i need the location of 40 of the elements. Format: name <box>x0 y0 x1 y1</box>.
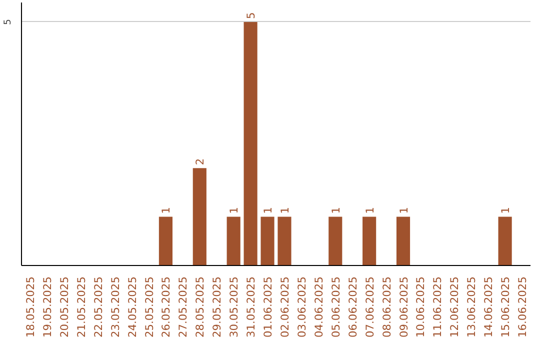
x-tick-label: 04.06.2025 <box>312 276 326 338</box>
x-tick-label: 31.05.2025 <box>244 276 258 338</box>
x-tick-label: 05.06.2025 <box>329 276 342 338</box>
data-label: 2 <box>194 158 207 166</box>
x-tick-label: 03.06.2025 <box>295 276 308 338</box>
x-tick-label: 29.05.2025 <box>210 276 224 338</box>
data-label: 5 <box>244 12 258 19</box>
x-tick-label: 01.06.2025 <box>262 276 275 338</box>
data-label: 1 <box>278 207 292 214</box>
x-tick-label: 24.05.2025 <box>126 276 139 338</box>
data-label: 1 <box>499 207 512 214</box>
x-tick-label: 19.05.2025 <box>40 276 54 338</box>
x-tick-label: 13.06.2025 <box>465 276 478 338</box>
x-tick-label: 27.05.2025 <box>176 276 190 338</box>
x-tick-label: 09.06.2025 <box>397 276 410 338</box>
x-tick-label: 25.05.2025 <box>142 276 156 338</box>
x-tick-label: 16.06.2025 <box>516 276 530 338</box>
data-label: 1 <box>397 207 410 214</box>
x-tick-label: 06.06.2025 <box>346 276 360 338</box>
x-tick-label: 08.06.2025 <box>380 276 394 338</box>
x-tick-label: 30.05.2025 <box>228 276 241 338</box>
x-tick-label: 12.06.2025 <box>448 276 462 338</box>
data-label: 1 <box>160 207 173 214</box>
x-tick-label: 07.06.2025 <box>363 276 376 338</box>
x-tick-label: 15.06.2025 <box>499 276 512 338</box>
x-tick-label: 11.06.2025 <box>431 276 444 338</box>
x-tick-label: 23.05.2025 <box>108 276 122 338</box>
x-tick-label: 20.05.2025 <box>58 276 71 338</box>
data-label: 1 <box>262 207 275 214</box>
data-label: 1 <box>363 207 376 214</box>
x-tick-label: 14.06.2025 <box>482 276 496 338</box>
data-label: 1 <box>228 207 241 214</box>
x-tick-label: 10.06.2025 <box>414 276 428 338</box>
x-tick-label: 28.05.2025 <box>194 276 207 338</box>
data-label: 1 <box>329 207 342 214</box>
x-tick-label: 21.05.2025 <box>74 276 88 338</box>
x-tick-label: 26.05.2025 <box>160 276 173 338</box>
x-tick-label: 18.05.2025 <box>24 276 37 338</box>
x-tick-label: 02.06.2025 <box>278 276 292 338</box>
x-tick-label: 22.05.2025 <box>92 276 105 338</box>
